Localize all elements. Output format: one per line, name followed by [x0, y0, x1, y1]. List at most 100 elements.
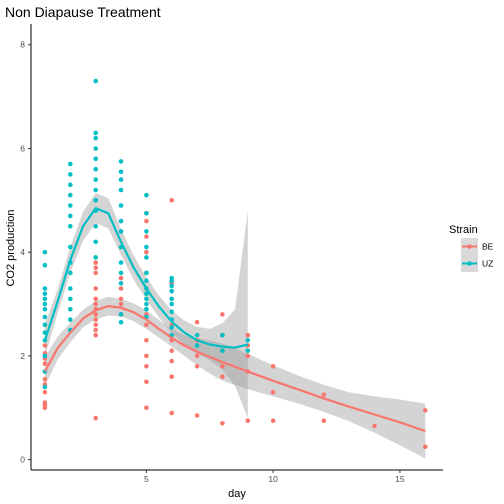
legend-label-be: BE: [482, 242, 494, 252]
data-point-uz: [144, 278, 149, 283]
data-point-uz: [119, 170, 124, 175]
data-point-uz: [93, 255, 98, 260]
data-point-be: [169, 359, 174, 364]
data-point-be: [43, 390, 48, 395]
chart-title: Non Diapause Treatment: [5, 4, 161, 20]
data-point-uz: [93, 188, 98, 193]
data-point-uz: [68, 317, 73, 322]
data-point-uz: [68, 307, 73, 312]
data-point-be: [144, 354, 149, 359]
data-point-be: [169, 374, 174, 379]
data-point-be: [195, 413, 200, 418]
data-points: [43, 79, 428, 449]
data-point-be: [195, 364, 200, 369]
data-point-uz: [169, 276, 174, 281]
y-tick-label: 4: [20, 247, 25, 257]
data-point-uz: [68, 172, 73, 177]
data-point-uz: [43, 263, 48, 268]
data-point-uz: [119, 271, 124, 276]
data-point-be: [195, 354, 200, 359]
data-point-uz: [144, 211, 149, 216]
x-tick-label: 5: [144, 474, 149, 484]
data-point-be: [43, 400, 48, 405]
data-point-uz: [43, 250, 48, 255]
data-point-uz: [119, 219, 124, 224]
data-point-uz: [93, 157, 98, 162]
data-point-uz: [93, 240, 98, 245]
y-axis-ticks: 0 2 4 6 8: [20, 40, 31, 465]
data-point-be: [93, 416, 98, 421]
data-point-uz: [68, 214, 73, 219]
data-point-uz: [93, 136, 98, 141]
data-point-uz: [144, 302, 149, 307]
data-point-be: [43, 343, 48, 348]
data-point-uz: [220, 348, 225, 353]
data-point-be: [144, 406, 149, 411]
data-point-be: [93, 323, 98, 328]
data-point-uz: [119, 281, 124, 286]
data-point-uz: [93, 131, 98, 136]
data-point-be: [43, 361, 48, 366]
x-axis-title: day: [228, 488, 246, 500]
data-point-be: [423, 444, 428, 449]
data-point-be: [43, 377, 48, 382]
data-point-uz: [68, 162, 73, 167]
data-point-be: [144, 380, 149, 385]
data-point-be: [220, 312, 225, 317]
data-point-be: [423, 408, 428, 413]
data-point-be: [322, 418, 327, 423]
data-point-be: [322, 393, 327, 398]
data-point-uz: [144, 245, 149, 250]
data-point-uz: [93, 167, 98, 172]
data-point-uz: [169, 302, 174, 307]
legend-key-point: [467, 261, 472, 266]
y-axis-title: CO2 production: [5, 209, 17, 286]
data-point-be: [119, 297, 124, 302]
data-point-uz: [144, 193, 149, 198]
data-point-uz: [43, 323, 48, 328]
data-point-uz: [43, 385, 48, 390]
data-point-be: [271, 418, 276, 423]
y-tick-label: 0: [20, 455, 25, 465]
legend-key-uz: [461, 255, 478, 272]
data-point-uz: [119, 177, 124, 182]
y-tick-label: 6: [20, 143, 25, 153]
data-point-uz: [144, 229, 149, 234]
legend-label-uz: UZ: [482, 259, 493, 269]
data-point-be: [372, 424, 377, 429]
data-point-uz: [119, 159, 124, 164]
data-point-be: [246, 418, 251, 423]
data-point-be: [195, 320, 200, 325]
data-point-uz: [43, 302, 48, 307]
data-point-be: [144, 219, 149, 224]
data-point-uz: [169, 325, 174, 330]
data-point-be: [93, 333, 98, 338]
data-point-uz: [119, 320, 124, 325]
data-point-uz: [93, 198, 98, 203]
data-point-uz: [169, 289, 174, 294]
data-point-be: [220, 374, 225, 379]
confidence-bands: [45, 193, 425, 459]
data-point-be: [144, 250, 149, 255]
data-point-uz: [144, 271, 149, 276]
data-point-uz: [169, 297, 174, 302]
data-point-uz: [68, 203, 73, 208]
data-point-be: [93, 286, 98, 291]
data-point-uz: [43, 297, 48, 302]
data-point-uz: [119, 312, 124, 317]
data-point-uz: [68, 183, 73, 188]
data-point-be: [93, 297, 98, 302]
data-point-uz: [169, 310, 174, 315]
data-point-uz: [68, 286, 73, 291]
data-point-be: [93, 265, 98, 270]
data-point-uz: [93, 146, 98, 151]
data-point-be: [119, 276, 124, 281]
data-point-uz: [68, 297, 73, 302]
data-point-uz: [119, 229, 124, 234]
data-point-uz: [119, 203, 124, 208]
data-point-uz: [119, 260, 124, 265]
data-point-uz: [119, 188, 124, 193]
data-point-uz: [93, 177, 98, 182]
x-axis-ticks: 5 10 15: [144, 470, 405, 484]
data-point-be: [220, 421, 225, 426]
